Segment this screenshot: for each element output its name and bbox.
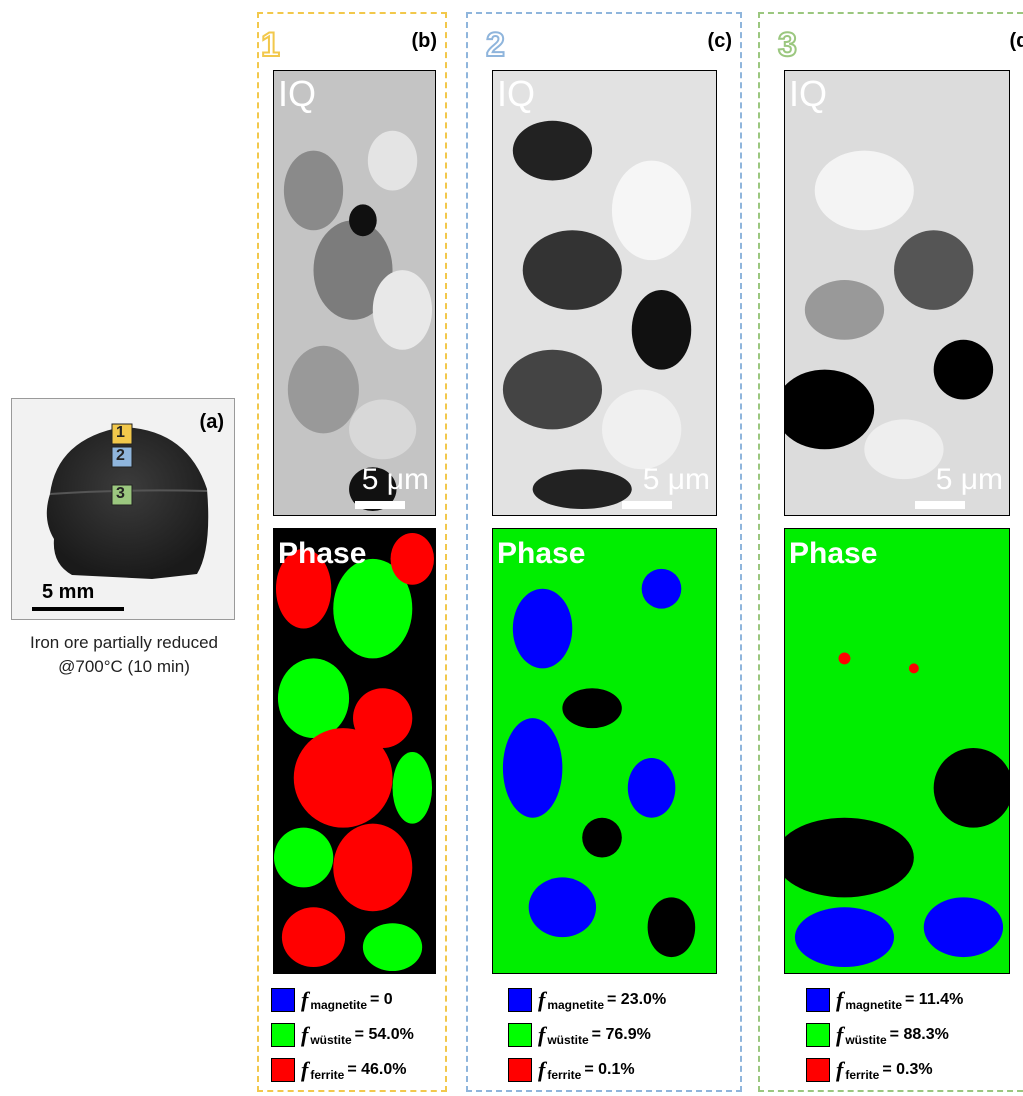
panel-3-iq-title: IQ (789, 73, 828, 114)
legend-fraction: = 46.0% (347, 1061, 407, 1078)
ferrite-swatch (271, 1058, 295, 1082)
panel-2-phase-texture (493, 529, 716, 973)
panel-3-phase-title: Phase (789, 537, 878, 570)
panel-3-number: 3 (777, 25, 798, 65)
panel-1-iq-texture (274, 71, 435, 515)
wustite-swatch (271, 1023, 295, 1047)
panel-1-scale-label: 5 μm (361, 463, 429, 496)
legend-symbol: f (301, 1057, 309, 1082)
panel-3-phase-map: Phase (784, 528, 1010, 974)
panel-2-phase-title: Phase (497, 537, 586, 570)
panel-2-legend-ferrite: f ferrite = 0.1% (508, 1056, 635, 1084)
panel-1-number: 1 (260, 25, 281, 65)
panel-3-scale-label: 5 μm (935, 463, 1003, 496)
marker-3: 3 (116, 485, 125, 502)
panel-3: 3 (d) IQ 5 μm Phase f magnetite (758, 12, 1023, 1092)
panel-3-phase-texture (785, 529, 1009, 973)
legend-fraction: = 11.4% (905, 991, 964, 1008)
legend-symbol: f (538, 1057, 546, 1082)
panel-2-phase-map: Phase (492, 528, 717, 974)
legend-phase-name: wüstite (310, 1033, 352, 1047)
legend-phase-name: magnetite (310, 998, 368, 1012)
legend-phase-name: magnetite (845, 998, 903, 1012)
panel-3-legend-ferrite: f ferrite = 0.3% (806, 1056, 933, 1084)
legend-fraction: = 0.3% (882, 1061, 933, 1078)
panel-1-phase-texture (274, 529, 435, 973)
panel-2-number: 2 (485, 25, 506, 65)
legend-phase-name: wüstite (547, 1033, 589, 1047)
panel-1-phase-map: Phase (273, 528, 436, 974)
legend-phase-name: wüstite (845, 1033, 887, 1047)
panel-1-legend-ferrite: f ferrite = 46.0% (271, 1056, 407, 1084)
panel-1-phase-title: Phase (278, 537, 367, 570)
marker-2: 2 (116, 447, 125, 464)
panel-2-scale-bar (622, 501, 672, 509)
legend-phase-name: ferrite (547, 1068, 582, 1082)
panel-1-legend-wustite: f wüstite = 54.0% (271, 1021, 414, 1049)
panel-2-letter: (c) (707, 30, 732, 52)
panel-2-legend-wustite: f wüstite = 76.9% (508, 1021, 651, 1049)
magnetite-swatch (271, 988, 295, 1012)
panel-2: 2 (c) IQ 5 μm Phase (466, 12, 742, 1092)
ferrite-swatch (508, 1058, 532, 1082)
legend-phase-name: ferrite (845, 1068, 880, 1082)
wustite-swatch (806, 1023, 830, 1047)
sample-photo: (a) 1 2 3 5 mm (11, 398, 235, 620)
legend-symbol: f (836, 1057, 844, 1082)
panel-3-iq-texture (785, 71, 1009, 515)
legend-fraction: = 0.1% (584, 1061, 635, 1078)
magnetite-swatch (508, 988, 532, 1012)
sample-caption-line2: @700°C (10 min) (58, 657, 190, 676)
legend-symbol: f (836, 1022, 844, 1047)
mm-scale-label: 5 mm (42, 581, 95, 603)
panel-2-iq-map: IQ 5 μm (492, 70, 717, 516)
panel-1-iq-title: IQ (278, 73, 317, 114)
legend-fraction: = 54.0% (354, 1026, 414, 1043)
panel-1-legend-magnetite: f magnetite = 0 (271, 986, 393, 1014)
panel-1-iq-map: IQ 5 μm (273, 70, 436, 516)
marker-1: 1 (116, 424, 125, 441)
panel-3-iq-map: IQ 5 μm (784, 70, 1010, 516)
magnetite-swatch (806, 988, 830, 1012)
legend-symbol: f (538, 1022, 546, 1047)
panel-3-letter: (d) (1009, 30, 1023, 52)
legend-fraction: = 76.9% (591, 1026, 651, 1043)
panel-3-legend-wustite: f wüstite = 88.3% (806, 1021, 949, 1049)
legend-fraction: = 88.3% (889, 1026, 949, 1043)
legend-symbol: f (301, 1022, 309, 1047)
legend-phase-name: ferrite (310, 1068, 345, 1082)
panel-2-iq-texture (493, 71, 716, 515)
legend-symbol: f (836, 987, 844, 1012)
legend-symbol: f (301, 987, 309, 1012)
panel-2-scale-label: 5 μm (642, 463, 710, 496)
panel-3-legend-magnetite: f magnetite = 11.4% (806, 986, 963, 1014)
sample-pellet-image (32, 423, 209, 611)
panel-2-legend-magnetite: f magnetite = 23.0% (508, 986, 666, 1014)
panel-1: 1 (b) IQ 5 μm (257, 12, 447, 1092)
legend-symbol: f (538, 987, 546, 1012)
wustite-swatch (508, 1023, 532, 1047)
sample-caption-line1: Iron ore partially reduced (29, 633, 219, 652)
panel-a-label: (a) (199, 411, 224, 433)
legend-fraction: = 0 (370, 991, 393, 1008)
legend-fraction: = 23.0% (607, 991, 667, 1008)
panel-1-letter: (b) (411, 30, 437, 52)
legend-phase-name: magnetite (547, 998, 605, 1012)
panel-2-iq-title: IQ (497, 73, 536, 114)
panel-3-scale-bar (915, 501, 965, 509)
panel-1-scale-bar (355, 501, 405, 509)
ferrite-swatch (806, 1058, 830, 1082)
